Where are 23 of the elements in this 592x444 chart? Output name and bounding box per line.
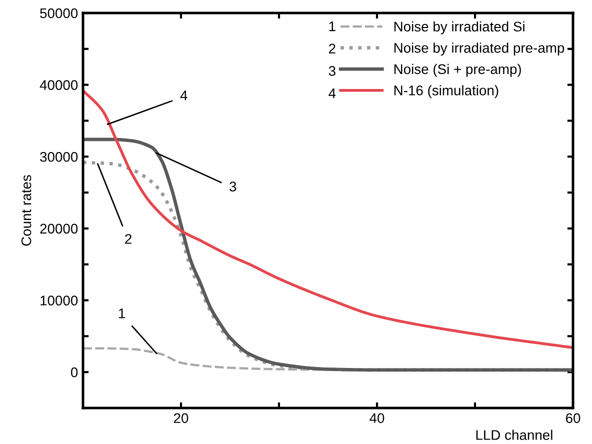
legend-label: Noise by irradiated Si (394, 21, 524, 34)
y-tick-label: 40000 (40, 80, 78, 90)
annotation: 1 (118, 308, 125, 318)
y-axis-title: Count rates (21, 175, 32, 246)
text: 1 (329, 22, 336, 32)
annotation: 4 (180, 90, 188, 100)
text: 3 (328, 66, 336, 76)
legend-label: Noise (Si + pre-amp) (394, 64, 521, 77)
text: 2 (328, 44, 336, 54)
x-axis-title: LLD channel (476, 430, 552, 440)
y-tick-label: 30000 (40, 152, 78, 162)
annotation: 2 (125, 234, 132, 244)
y-tick-label: 20000 (40, 224, 78, 234)
y-tick-label: 0 (70, 367, 78, 378)
legend-label: Noise by irradiated pre-amp (394, 42, 564, 56)
y-tick-label: 10000 (40, 296, 78, 306)
x-tick-label: 60 (566, 413, 580, 424)
y-tick-label: 50000 (40, 8, 78, 18)
x-tick-label: 40 (370, 413, 384, 424)
text: 4 (328, 88, 336, 98)
x-tick-label: 20 (174, 413, 188, 424)
annotation: 3 (230, 182, 236, 192)
legend-label: N-16 (simulation) (394, 85, 498, 98)
